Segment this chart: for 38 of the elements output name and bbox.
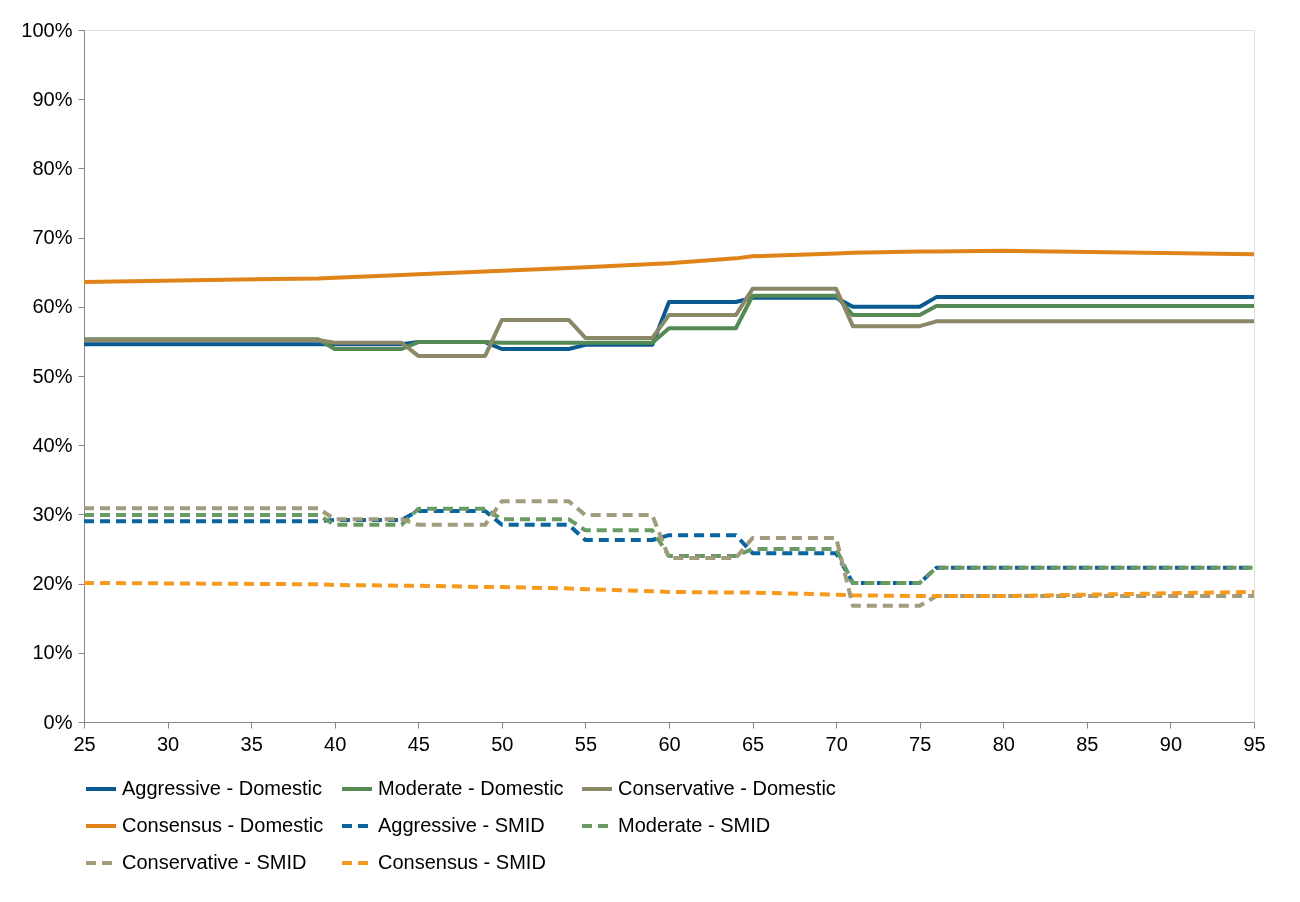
x-tick-label: 40 <box>324 732 347 755</box>
y-tick-label: 0% <box>43 710 73 733</box>
line-series <box>82 286 1256 358</box>
y-tick-label: 80% <box>32 156 73 179</box>
y-tick-label: 100% <box>21 18 73 41</box>
legend-label: Conservative - Domestic <box>618 777 836 799</box>
legend-label: Moderate - SMID <box>618 814 771 836</box>
legend-label: Consensus - Domestic <box>122 814 324 836</box>
x-tick-label: 45 <box>407 732 430 755</box>
x-tick-label: 95 <box>1243 732 1266 755</box>
x-tick-label: 25 <box>73 732 96 755</box>
y-tick-label: 50% <box>32 364 73 387</box>
line-series <box>82 580 1256 599</box>
y-tick-label: 60% <box>32 295 73 318</box>
legend-label: Consensus - SMID <box>378 851 546 873</box>
x-tick-label: 60 <box>658 732 681 755</box>
legend-label: Aggressive - Domestic <box>122 777 323 799</box>
x-tick-label: 80 <box>992 732 1015 755</box>
line-series <box>82 499 1256 608</box>
y-tick-label: 40% <box>32 433 73 456</box>
y-tick-label: 20% <box>32 572 73 595</box>
y-tick-label: 30% <box>32 502 73 525</box>
legend-label: Moderate - Domestic <box>378 777 564 799</box>
x-tick-label: 65 <box>741 732 765 755</box>
y-tick-label: 70% <box>32 226 73 249</box>
x-tick-label: 55 <box>574 732 598 755</box>
x-tick-label: 75 <box>909 732 932 755</box>
line-series <box>82 248 1256 284</box>
x-tick-label: 50 <box>491 732 514 755</box>
x-tick-label: 85 <box>1076 732 1099 755</box>
x-tick-label: 90 <box>1159 732 1183 755</box>
x-tick-label: 35 <box>240 732 263 755</box>
x-tick-label: 70 <box>825 732 848 755</box>
y-tick-label: 10% <box>32 641 73 664</box>
y-tick-label: 90% <box>32 87 73 110</box>
legend-label: Conservative - SMID <box>122 851 307 873</box>
x-tick-label: 30 <box>156 732 180 755</box>
legend-label: Aggressive - SMID <box>378 814 545 836</box>
